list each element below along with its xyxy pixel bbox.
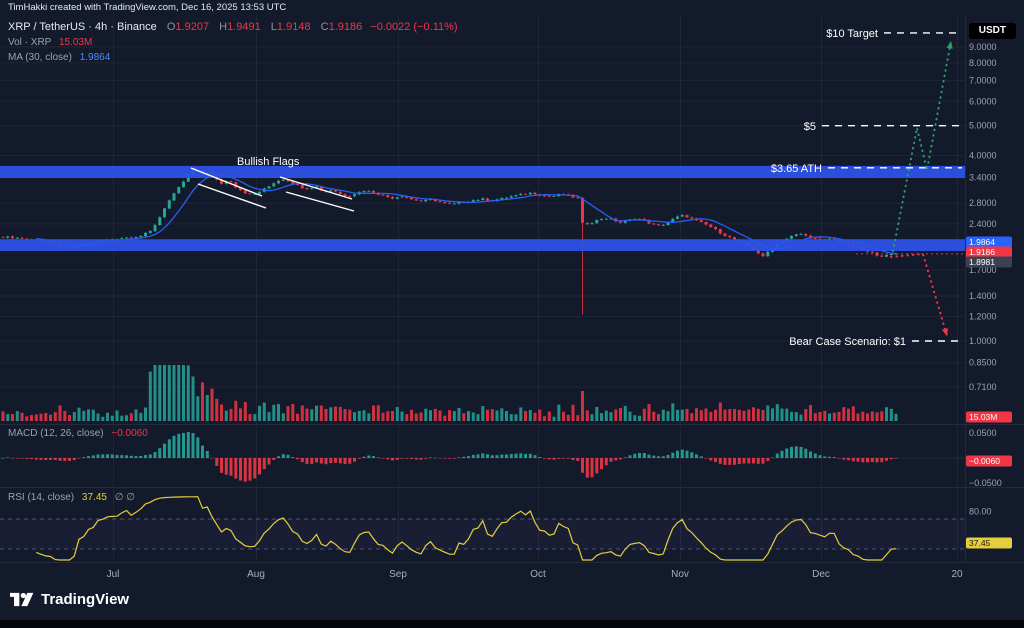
ohlc-close-label: C xyxy=(320,21,329,33)
chart-render-layer: 9.0000 8.0000 7.0000 6.0000 5.0000 4.0000 3.40… xyxy=(0,14,1024,580)
ohlc-low-label: L xyxy=(270,21,277,33)
svg-text:0.8500: 0.8500 xyxy=(969,358,997,368)
bottom-bar xyxy=(0,620,1024,628)
svg-text:0.0500: 0.0500 xyxy=(969,428,997,438)
symbol-title[interactable]: XRP / TetherUS · 4h · Binance xyxy=(8,21,157,33)
rsi-legend-value: 37.45 xyxy=(81,492,107,503)
macd-legend-label[interactable]: MACD (12, 26, close) xyxy=(8,428,104,439)
svg-text:Oct: Oct xyxy=(530,569,546,580)
bear-case-label[interactable]: Bear Case Scenario: $1 xyxy=(789,336,906,348)
bear-projection-arrow xyxy=(890,252,948,337)
svg-text:4.0000: 4.0000 xyxy=(969,151,997,161)
target-5-label[interactable]: $5 xyxy=(804,121,816,133)
change-value: −0.0022 (−0.11%) xyxy=(370,21,458,33)
svg-text:15.03M: 15.03M xyxy=(969,412,997,422)
attribution-text: TimHakki created with TradingView.com, D… xyxy=(8,2,287,13)
svg-text:8.0000: 8.0000 xyxy=(969,58,997,68)
support-resistance-band xyxy=(0,165,965,178)
macd-histogram xyxy=(1,432,898,482)
ma-legend[interactable]: MA (30, close) 1.9864 xyxy=(8,52,110,63)
price-chart-canvas[interactable]: 9.0000 8.0000 7.0000 6.0000 5.0000 4.0000 3.40… xyxy=(0,0,1024,586)
svg-text:1.2000: 1.2000 xyxy=(969,312,997,322)
tradingview-logo-text: TradingView xyxy=(41,591,130,608)
svg-text:20: 20 xyxy=(951,569,963,580)
rsi-legend[interactable]: RSI (14, close) 37.45 ∅ ∅ xyxy=(8,492,135,503)
svg-text:2.8000: 2.8000 xyxy=(969,198,997,208)
macd-legend-value: −0.0060 xyxy=(111,428,148,439)
ma-legend-label[interactable]: MA (30, close) xyxy=(8,52,72,63)
svg-text:Sep: Sep xyxy=(389,569,407,580)
macd-legend[interactable]: MACD (12, 26, close) −0.0060 xyxy=(8,428,148,439)
symbol-legend[interactable]: XRP / TetherUS · 4h · Binance O1.9207 H1… xyxy=(8,21,458,33)
svg-text:−0.0500: −0.0500 xyxy=(969,478,1002,488)
rsi-legend-hidden-plots: ∅ ∅ xyxy=(114,492,135,503)
volume-legend[interactable]: Vol · XRP 15.03M xyxy=(8,37,92,48)
rsi-legend-label[interactable]: RSI (14, close) xyxy=(8,492,75,503)
svg-text:0.7100: 0.7100 xyxy=(969,382,997,392)
svg-text:1.7000: 1.7000 xyxy=(969,265,997,275)
svg-text:37.45: 37.45 xyxy=(969,538,991,548)
svg-text:1.9186: 1.9186 xyxy=(969,247,995,257)
svg-text:80.00: 80.00 xyxy=(969,507,992,517)
tradingview-logo[interactable]: TradingView xyxy=(10,591,129,608)
bullish-flags-label[interactable]: Bullish Flags xyxy=(237,156,300,168)
svg-text:9.0000: 9.0000 xyxy=(969,42,997,52)
volume-bars xyxy=(1,365,898,421)
ohlc-open-value: 1.9207 xyxy=(175,21,210,33)
svg-text:1.4000: 1.4000 xyxy=(969,291,997,301)
svg-text:1.9864: 1.9864 xyxy=(969,237,995,247)
svg-text:1.8981: 1.8981 xyxy=(969,257,995,267)
svg-text:6.0000: 6.0000 xyxy=(969,96,997,106)
svg-text:1.0000: 1.0000 xyxy=(969,336,997,346)
ath-label[interactable]: $3.65 ATH xyxy=(771,163,822,175)
target-10-label[interactable]: $10 Target xyxy=(826,28,878,40)
svg-text:5.0000: 5.0000 xyxy=(969,121,997,131)
support-resistance-band xyxy=(0,239,965,251)
volume-legend-value: 15.03M xyxy=(58,37,93,48)
svg-text:Jul: Jul xyxy=(107,569,120,580)
svg-text:3.4000: 3.4000 xyxy=(969,172,997,182)
ohlc-low-value: 1.9148 xyxy=(276,21,311,33)
svg-text:2.4000: 2.4000 xyxy=(969,219,997,229)
svg-text:−0.0060: −0.0060 xyxy=(969,456,1000,466)
tradingview-logo-icon xyxy=(10,592,34,607)
ohlc-high-value: 1.9491 xyxy=(227,21,261,33)
svg-text:Dec: Dec xyxy=(812,569,830,580)
flag-trendlines xyxy=(190,167,355,212)
ma-legend-value: 1.9864 xyxy=(79,52,111,63)
ohlc-close-value: 1.9186 xyxy=(328,21,363,33)
ohlc-high-label: H xyxy=(219,21,228,33)
svg-text:Nov: Nov xyxy=(671,569,689,580)
ohlc-open-label: O xyxy=(166,21,176,33)
svg-text:7.0000: 7.0000 xyxy=(969,76,997,86)
rsi-line xyxy=(36,496,897,561)
target-lines xyxy=(822,32,962,342)
svg-text:Aug: Aug xyxy=(247,569,265,580)
volume-legend-label[interactable]: Vol · XRP xyxy=(8,37,52,48)
currency-toggle-button[interactable]: USDT xyxy=(968,23,1016,39)
annotation-layer: Bullish Flags $10 Target $5 $3.65 ATH Be… xyxy=(237,28,906,348)
